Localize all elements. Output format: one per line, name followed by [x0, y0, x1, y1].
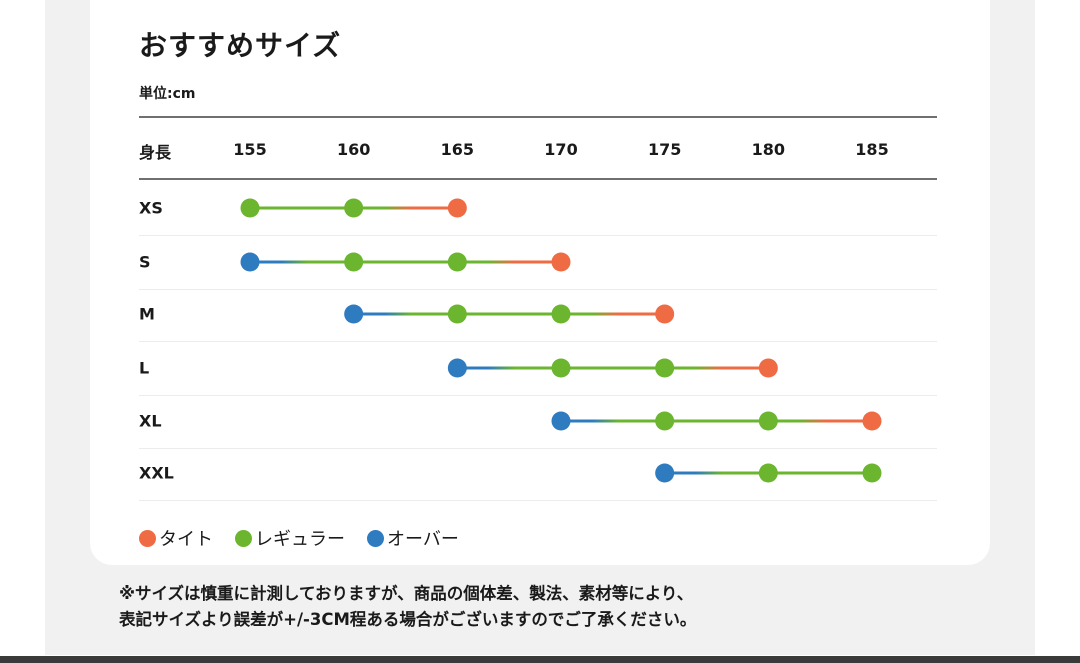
- row-divider: [139, 395, 937, 396]
- point-regular: [240, 198, 260, 218]
- size-label: M: [139, 304, 155, 324]
- size-label: XL: [139, 411, 162, 431]
- disclaimer-note: ※サイズは慎重に計測しておりますが、商品の個体差、製法、素材等により、 表記サイ…: [119, 581, 696, 633]
- legend-label: オーバー: [387, 529, 459, 550]
- point-regular: [551, 358, 571, 378]
- header-top-divider: [139, 116, 937, 118]
- point-tight: [758, 358, 778, 378]
- point-regular: [551, 304, 571, 324]
- x-tick-label: 180: [751, 140, 786, 159]
- point-tight: [862, 411, 882, 431]
- point-regular: [447, 304, 467, 324]
- row-divider: [139, 341, 937, 342]
- point-over: [447, 358, 467, 378]
- page-title: おすすめサイズ: [139, 29, 342, 62]
- x-tick-label: 170: [544, 140, 578, 159]
- point-regular: [758, 463, 778, 483]
- point-tight: [655, 304, 675, 324]
- legend-item-regular: レギュラー: [235, 525, 345, 551]
- point-over: [551, 411, 571, 431]
- x-tick-label: 160: [336, 140, 371, 159]
- x-tick-label: 185: [855, 140, 889, 159]
- unit-label: 単位:cm: [139, 86, 196, 102]
- header-bottom-divider: [139, 178, 937, 180]
- point-tight: [551, 252, 571, 272]
- bottom-bar: [0, 656, 1080, 663]
- note-line-2: 表記サイズより誤差が+/-3CM程ある場合がございますのでご了承ください。: [119, 610, 697, 629]
- point-regular: [655, 358, 675, 378]
- size-label: XXL: [139, 463, 174, 483]
- row-divider: [139, 448, 937, 449]
- legend-dot-icon: [139, 529, 156, 547]
- legend-item-tight: タイト: [139, 525, 213, 551]
- point-tight: [447, 198, 467, 218]
- size-label: XS: [139, 198, 163, 218]
- point-over: [344, 304, 364, 324]
- height-header: 身長: [139, 143, 172, 162]
- legend: タイト レギュラー オーバー: [139, 525, 459, 551]
- note-line-1: ※サイズは慎重に計測しておりますが、商品の個体差、製法、素材等により、: [119, 584, 694, 603]
- point-regular: [655, 411, 675, 431]
- legend-dot-icon: [235, 529, 252, 547]
- legend-label: レギュラー: [255, 529, 345, 550]
- point-regular: [344, 198, 364, 218]
- row-divider: [139, 289, 937, 290]
- legend-dot-icon: [367, 529, 384, 547]
- point-regular: [344, 252, 364, 272]
- row-divider: [139, 235, 937, 236]
- point-regular: [862, 463, 882, 483]
- point-regular: [758, 411, 778, 431]
- legend-item-over: オーバー: [367, 525, 459, 551]
- x-tick-label: 155: [233, 140, 267, 159]
- x-tick-label: 175: [647, 140, 682, 159]
- legend-label: タイト: [159, 529, 213, 550]
- x-tick-label: 165: [440, 140, 475, 159]
- point-over: [240, 252, 260, 272]
- row-divider: [139, 500, 937, 501]
- size-label: L: [139, 358, 150, 378]
- point-over: [655, 463, 675, 483]
- point-regular: [447, 252, 467, 272]
- size-chart-card: [90, 0, 990, 565]
- size-label: S: [139, 252, 151, 272]
